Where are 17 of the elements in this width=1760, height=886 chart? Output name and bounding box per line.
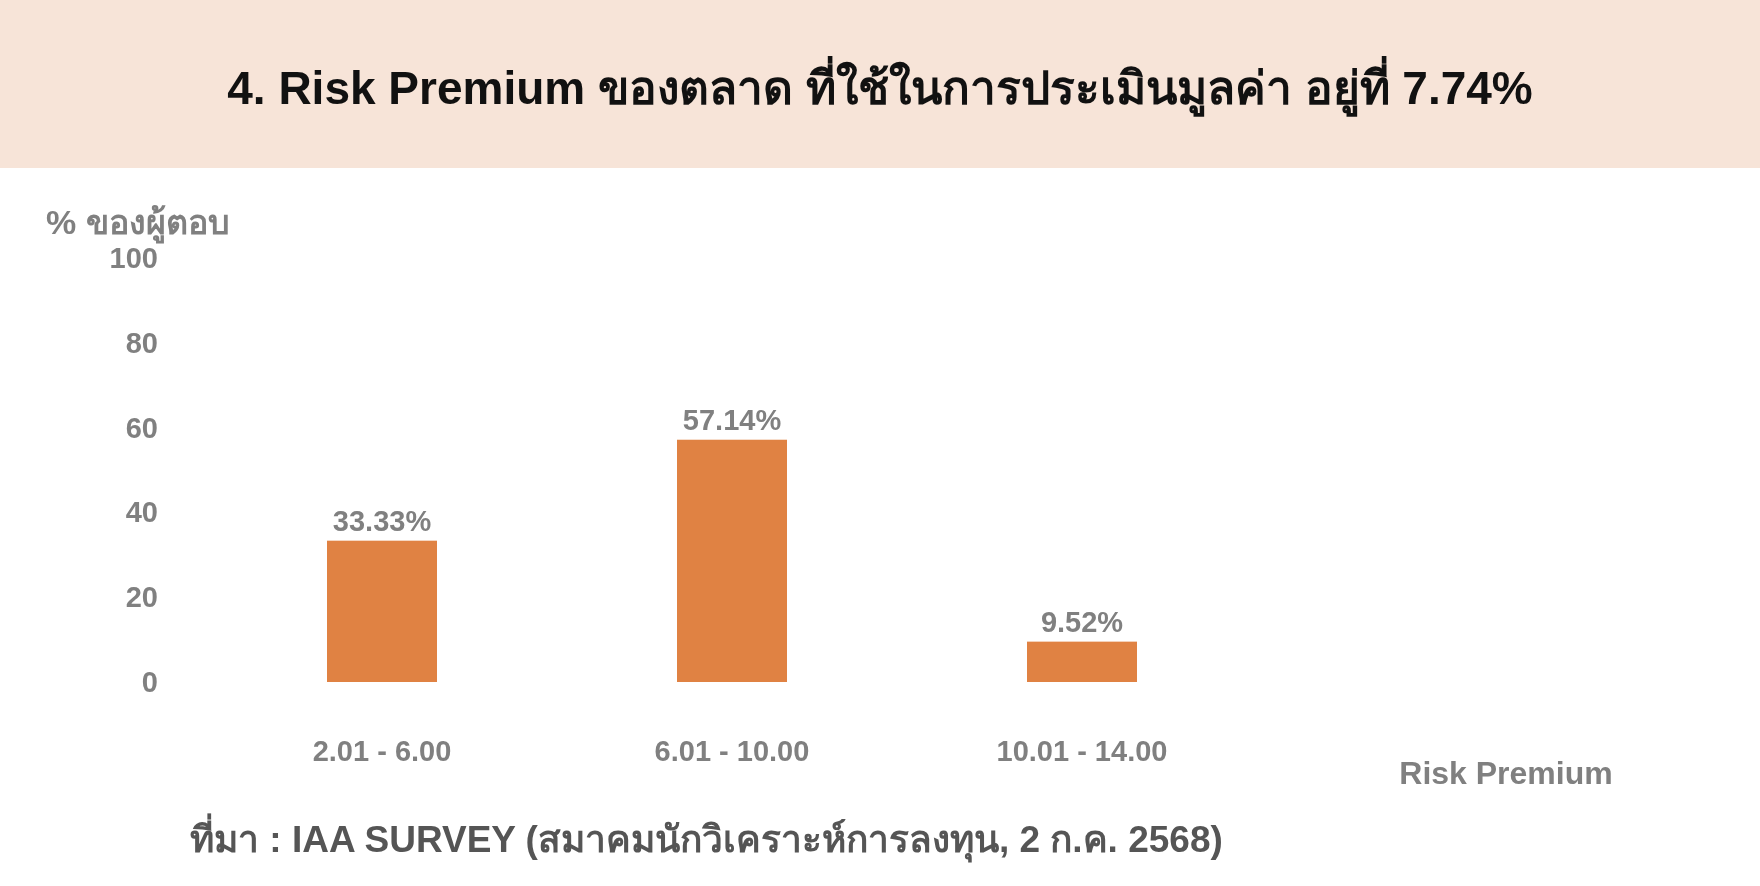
y-tick-label: 40 bbox=[125, 496, 158, 529]
text: ที่มา : IAA SURVEY (สมาคมนักวิเคราะห์การลงทุน, 2 ก.ค. 2568) bbox=[190, 813, 1223, 863]
y-tick-label: 60 bbox=[125, 411, 158, 444]
bar bbox=[677, 439, 787, 682]
x-axis-title: Risk Premium bbox=[1399, 755, 1613, 791]
chart-title: 4. Risk Premium ของตลาด ที่ใช้ในการประเมินมูลค่า อยู่ที่ 7.74% bbox=[227, 56, 1533, 117]
data-label: 9.52% bbox=[1040, 605, 1124, 638]
x-tick-label: 2.01 - 6.00 bbox=[312, 735, 452, 767]
bar bbox=[327, 540, 437, 682]
data-label: 57.14% bbox=[682, 403, 782, 436]
x-tick-label: 6.01 - 10.00 bbox=[654, 735, 810, 767]
y-tick-label: 20 bbox=[125, 581, 158, 614]
x-tick-label: 10.01 - 14.00 bbox=[996, 735, 1168, 767]
bar bbox=[1027, 641, 1137, 682]
data-label: 33.33% bbox=[332, 504, 432, 537]
y-tick-label: 0 bbox=[141, 666, 158, 698]
y-tick-label: 80 bbox=[125, 326, 158, 359]
